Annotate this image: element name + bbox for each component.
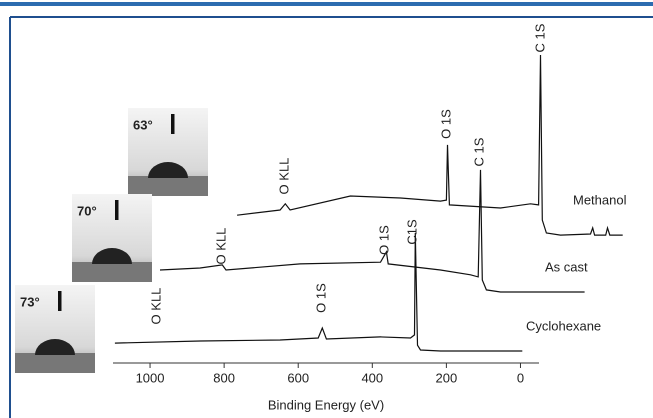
spectrum-line — [114, 232, 523, 352]
scale-bar — [171, 114, 175, 134]
substrate — [15, 353, 95, 373]
x-tick-label: 800 — [213, 370, 235, 385]
peak-label: O KLL — [276, 158, 291, 195]
peak-label: O KLL — [213, 228, 228, 265]
droplet — [92, 248, 132, 264]
peak-label: O 1S — [376, 225, 391, 255]
x-tick-label: 400 — [361, 370, 383, 385]
series-label: Methanol — [573, 192, 627, 207]
droplet — [148, 162, 188, 178]
series-label: Cyclohexane — [526, 318, 601, 333]
peak-label: C 1S — [532, 23, 547, 52]
peak-label: O KLL — [148, 288, 163, 325]
substrate — [72, 262, 152, 282]
x-tick-label: 0 — [517, 370, 524, 385]
scale-bar — [58, 291, 62, 311]
peak-label: C 1S — [471, 137, 486, 166]
spectrum-line — [159, 169, 585, 293]
x-tick-label: 600 — [287, 370, 309, 385]
top-rule — [0, 2, 653, 6]
x-tick-label: 1000 — [136, 370, 165, 385]
contact-angle: 63° — [133, 117, 153, 132]
x-tick-label: 200 — [436, 370, 458, 385]
peak-label: O 1S — [438, 109, 453, 139]
series-label: As cast — [545, 259, 588, 274]
peak-label: O 1S — [313, 283, 328, 313]
droplet — [35, 339, 75, 355]
peak-label: C1S — [404, 219, 419, 245]
contact-angle: 70° — [77, 203, 97, 218]
x-axis-title: Binding Energy (eV) — [268, 397, 384, 412]
scale-bar — [115, 200, 119, 220]
contact-angle: 73° — [20, 294, 40, 309]
spectrum-line — [237, 54, 623, 236]
substrate — [128, 176, 208, 196]
